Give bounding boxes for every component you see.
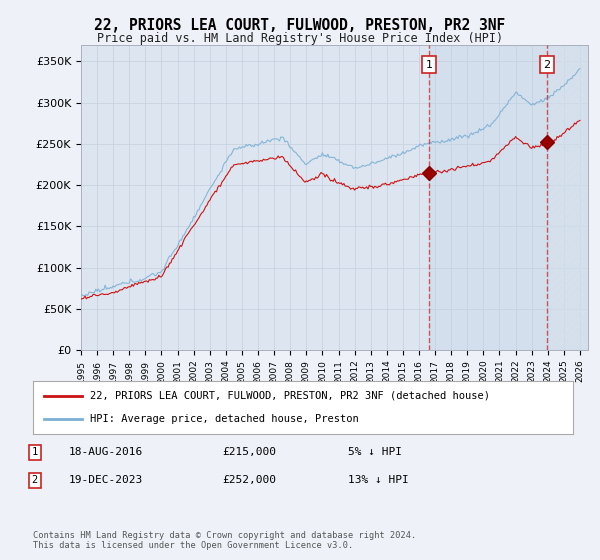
Text: 2: 2 [32,475,38,486]
Text: Contains HM Land Registry data © Crown copyright and database right 2024.: Contains HM Land Registry data © Crown c… [33,531,416,540]
Text: HPI: Average price, detached house, Preston: HPI: Average price, detached house, Pres… [90,414,358,424]
Text: This data is licensed under the Open Government Licence v3.0.: This data is licensed under the Open Gov… [33,541,353,550]
Text: £252,000: £252,000 [222,475,276,486]
Text: 22, PRIORS LEA COURT, FULWOOD, PRESTON, PR2 3NF: 22, PRIORS LEA COURT, FULWOOD, PRESTON, … [94,18,506,34]
Text: 19-DEC-2023: 19-DEC-2023 [69,475,143,486]
Text: 13% ↓ HPI: 13% ↓ HPI [348,475,409,486]
Bar [547,45,588,350]
Bar [547,45,588,350]
Text: Price paid vs. HM Land Registry's House Price Index (HPI): Price paid vs. HM Land Registry's House … [97,32,503,45]
Text: 1: 1 [425,59,433,69]
Text: 22, PRIORS LEA COURT, FULWOOD, PRESTON, PR2 3NF (detached house): 22, PRIORS LEA COURT, FULWOOD, PRESTON, … [90,391,490,401]
Text: 5% ↓ HPI: 5% ↓ HPI [348,447,402,458]
Text: 18-AUG-2016: 18-AUG-2016 [69,447,143,458]
Text: 1: 1 [32,447,38,458]
Text: 2: 2 [544,59,551,69]
Text: £215,000: £215,000 [222,447,276,458]
Bar [429,45,547,350]
